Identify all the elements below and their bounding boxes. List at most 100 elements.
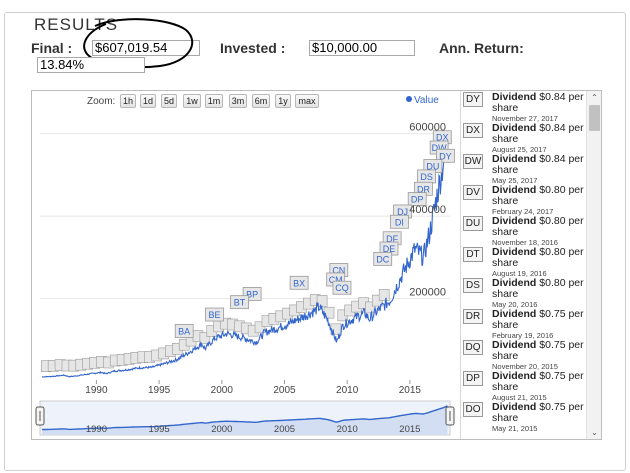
- event-type: Dividend: [492, 339, 537, 351]
- invested-value-field[interactable]: $10,000.00: [309, 40, 415, 56]
- y-tick-label: 400000: [409, 204, 446, 216]
- event-title: Dividend $0.75 per share: [492, 402, 587, 424]
- event-item[interactable]: DO Dividend $0.75 per share May 21, 2015: [461, 401, 587, 433]
- x-tick-label: 2015: [399, 385, 422, 396]
- event-code-button[interactable]: DU: [463, 216, 483, 231]
- x-tick-label: 2000: [211, 385, 234, 396]
- event-type: Dividend: [492, 122, 537, 134]
- y-tick-label: 600000: [409, 122, 446, 134]
- zoom-3m-button[interactable]: 3m: [229, 94, 247, 108]
- flag-label: DE: [383, 244, 396, 254]
- scroll-up-arrow-icon[interactable]: ⌃: [591, 93, 598, 102]
- dividend-flag[interactable]: DX: [432, 130, 452, 145]
- event-date: August 19, 2016: [492, 269, 547, 278]
- event-type: Dividend: [492, 277, 537, 289]
- dividend-flag[interactable]: DY: [436, 148, 455, 163]
- event-item[interactable]: DP Dividend $0.75 per share August 21, 201…: [461, 370, 587, 403]
- event-item[interactable]: DQ Dividend $0.75 per share November 20, 2…: [461, 339, 587, 371]
- dividend-flag[interactable]: DI: [390, 214, 409, 229]
- event-item[interactable]: DR Dividend $0.75 per share February 19, 2…: [461, 308, 585, 340]
- zoom-max-button[interactable]: max: [295, 94, 319, 108]
- events-inner: DY Dividend $0.84 per share November 27, 2…: [461, 91, 587, 433]
- event-code-button[interactable]: DX: [463, 123, 483, 138]
- dividend-flag[interactable]: DC: [373, 251, 393, 266]
- event-amount: $0.75 per share: [492, 370, 584, 393]
- annual-return-field[interactable]: 13.84%: [37, 57, 145, 73]
- event-code-button[interactable]: DQ: [463, 340, 483, 355]
- zoom-1d-button[interactable]: 1d: [140, 94, 156, 108]
- event-date: February 19, 2016: [492, 331, 554, 340]
- event-item[interactable]: DU Dividend $0.80 per share November 18, 2…: [461, 215, 587, 248]
- event-item[interactable]: DV Dividend $0.80 per share February 24, 2…: [461, 184, 585, 216]
- event-date: August 21, 2015: [492, 393, 547, 402]
- dividend-flag[interactable]: DS: [417, 169, 436, 184]
- dividend-flag[interactable]: DR: [414, 181, 433, 196]
- event-code-button[interactable]: DY: [463, 92, 483, 107]
- flag-label: BA: [178, 327, 190, 337]
- event-title: Dividend $0.75 per share: [492, 340, 587, 362]
- event-amount: $0.80 per share: [492, 184, 584, 207]
- event-date: November 18, 2016: [492, 238, 558, 247]
- event-type: Dividend: [492, 308, 537, 320]
- flag-label: DS: [420, 172, 433, 182]
- event-item[interactable]: DX Dividend $0.84 per share August 25, 201…: [461, 122, 587, 154]
- zoom-1h-button[interactable]: 1h: [120, 94, 136, 108]
- events-scrollbar[interactable]: ⌃ ⌄: [586, 91, 601, 439]
- zoom-6m-button[interactable]: 6m: [252, 94, 270, 108]
- event-item[interactable]: DS Dividend $0.80 per share May 20, 2016: [461, 277, 585, 309]
- event-code-button[interactable]: DW: [463, 154, 483, 169]
- event-date: May 20, 2016: [492, 300, 538, 309]
- flag-label: DF: [386, 234, 398, 244]
- dividend-flag[interactable]: DU: [423, 159, 443, 173]
- event-item[interactable]: DW Dividend $0.84 per share May 25, 2017: [461, 153, 587, 185]
- event-code-button[interactable]: DR: [463, 309, 483, 324]
- event-item[interactable]: DY Dividend $0.84 per share November 27, 2…: [461, 91, 585, 123]
- final-value-field[interactable]: $607,019.54: [92, 40, 200, 56]
- y-tick-label: 200000: [409, 287, 446, 299]
- flag-label: DX: [436, 133, 449, 143]
- event-item[interactable]: DT Dividend $0.80 per share August 19, 201…: [461, 246, 585, 278]
- event-amount: $0.75 per share: [492, 308, 584, 331]
- x-tick-label: 2010: [336, 385, 359, 396]
- zoom-1w-button[interactable]: 1w: [183, 94, 201, 108]
- x-tick-label: 1995: [148, 385, 171, 396]
- y-tick-layer: 200000 400000 600000: [409, 122, 446, 299]
- event-code-button[interactable]: DP: [463, 371, 483, 386]
- series-legend-label: Value: [414, 95, 439, 106]
- event-title: Dividend $0.84 per share: [492, 154, 587, 176]
- event-code-button[interactable]: DS: [463, 278, 483, 293]
- event-amount: $0.84 per share: [492, 153, 584, 176]
- dividend-flag[interactable]: BE: [205, 307, 224, 322]
- event-code-button[interactable]: DO: [463, 402, 483, 417]
- event-date: November 27, 2017: [492, 114, 558, 123]
- scroll-thumb[interactable]: [589, 105, 600, 131]
- event-date: May 25, 2017: [492, 176, 538, 185]
- chart-panel: Zoom: 1h 1d 5d 1w 1m 3m 6m 1y max Value …: [31, 90, 602, 440]
- dividend-flag-mark: [378, 289, 390, 301]
- zoom-1m-button[interactable]: 1m: [205, 94, 223, 108]
- event-code-button[interactable]: DT: [463, 247, 483, 262]
- dividend-flag[interactable]: BX: [289, 275, 309, 290]
- flag-label: DU: [426, 162, 439, 172]
- dividend-flag[interactable]: BA: [174, 324, 194, 338]
- dividend-flag[interactable]: BT: [230, 295, 249, 310]
- event-amount: $0.75 per share: [492, 401, 584, 424]
- scroll-down-arrow-icon[interactable]: ⌄: [591, 428, 598, 437]
- zoom-1y-button[interactable]: 1y: [275, 94, 291, 108]
- navigator-line: [42, 405, 448, 431]
- flag-label: BE: [208, 310, 220, 320]
- series-legend[interactable]: Value: [406, 95, 439, 106]
- x-tick-layer: 1990 1995 2000 2005 2010 2015: [85, 380, 421, 396]
- zoom-label: Zoom:: [87, 96, 116, 107]
- event-text: Dividend $0.75 per share August 21, 2015: [492, 370, 587, 403]
- event-amount: $0.84 per share: [492, 122, 584, 145]
- dividend-flag[interactable]: DP: [407, 192, 427, 206]
- event-code-button[interactable]: DV: [463, 185, 483, 200]
- event-title: Dividend $0.84 per share: [492, 123, 587, 145]
- event-text: Dividend $0.80 per share November 18, 201…: [492, 216, 587, 248]
- event-date: November 20, 2015: [492, 362, 558, 371]
- dividend-flag[interactable]: CQ: [332, 280, 352, 295]
- zoom-5d-button[interactable]: 5d: [161, 94, 177, 108]
